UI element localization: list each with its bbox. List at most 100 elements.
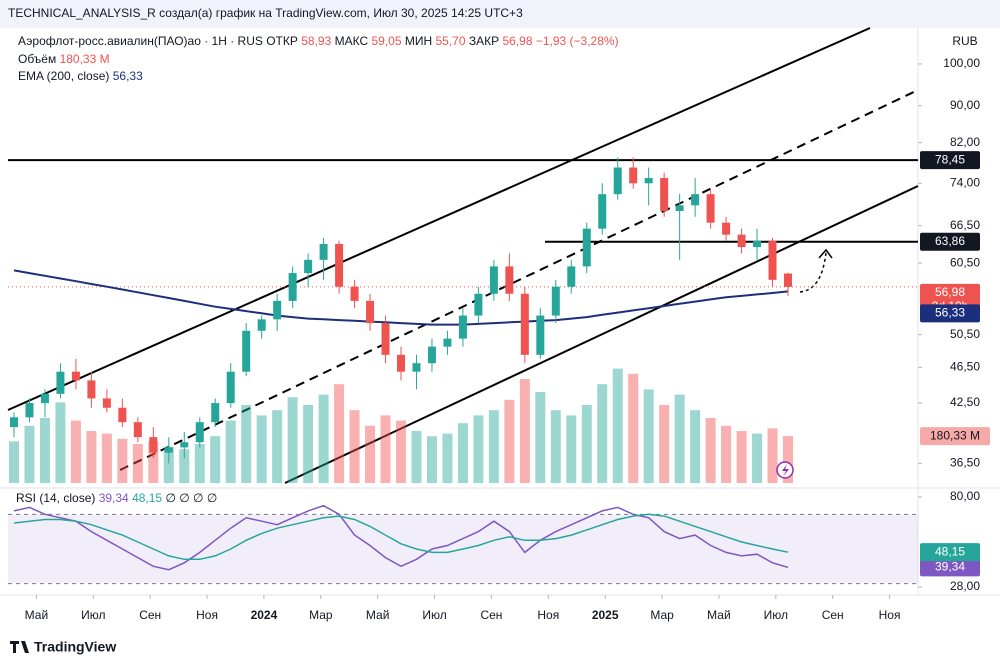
- x-tick-label: Май: [25, 608, 49, 622]
- volume-bar: [117, 438, 128, 483]
- x-tick-label: Мар: [650, 608, 674, 622]
- x-tick-label: Май: [366, 608, 390, 622]
- candle-body: [242, 330, 251, 372]
- x-tick-label: Июл: [81, 608, 105, 622]
- candle-body: [288, 273, 297, 301]
- candle-body: [505, 266, 514, 294]
- volume-bar: [752, 433, 763, 483]
- volume-bar: [334, 384, 345, 483]
- rsi-tag: [920, 558, 980, 577]
- volume-bar: [210, 436, 221, 483]
- candle-body: [567, 266, 576, 287]
- candle-body: [474, 293, 483, 316]
- attribution: TECHNICAL_ANALYSIS_R создал(а) график на…: [8, 6, 523, 20]
- x-tick-label: Сен: [822, 608, 844, 622]
- y-tick-label: 90,00: [950, 98, 980, 112]
- candle-body: [691, 194, 700, 206]
- legend-line: Аэрофлот-росс.авиалин(ПАО)ао · 1H · RUS …: [18, 34, 619, 48]
- candle-body: [56, 371, 65, 394]
- rsi-ma-value: 48,15: [132, 491, 162, 505]
- candle-body: [350, 286, 359, 301]
- candle-body: [25, 403, 34, 418]
- ohlc-value: 56,98: [502, 34, 532, 48]
- volume-bar: [194, 444, 205, 483]
- candle-body: [489, 266, 498, 294]
- candle-body: [87, 380, 96, 399]
- candle-body: [551, 286, 560, 316]
- volume-bar: [411, 431, 422, 483]
- header-bar: [0, 0, 1000, 28]
- y-tick-label: 66,50: [950, 218, 980, 232]
- volume-bar: [24, 425, 35, 483]
- trend-line-dashed: [119, 89, 919, 471]
- volume-bar: [349, 410, 360, 483]
- candle-body: [133, 422, 142, 438]
- candle-body: [319, 243, 328, 260]
- volume-bar: [643, 389, 654, 483]
- candle-body: [180, 442, 189, 448]
- ema-tag: [920, 304, 980, 323]
- candle-body: [102, 398, 111, 408]
- volume-bar: [148, 441, 159, 483]
- candle-body: [412, 363, 421, 372]
- candle-body: [536, 315, 545, 355]
- x-tick-label: Ноя: [537, 608, 559, 622]
- candle-body: [164, 447, 173, 453]
- volume-bar: [55, 402, 66, 483]
- volume-bar: [272, 410, 283, 483]
- candle-body: [753, 240, 762, 248]
- volume-bar: [380, 415, 391, 483]
- brand: TradingView: [34, 639, 116, 655]
- ema-title: EMA (200, close): [18, 69, 109, 83]
- volume-bar: [519, 379, 530, 483]
- forecast-arrow: [799, 251, 827, 293]
- footer: TradingView: [10, 639, 116, 655]
- volume-bar: [767, 428, 778, 483]
- volume-bar: [9, 441, 19, 483]
- rsi-tag-label: 48,15: [935, 544, 965, 558]
- rsi-tag: [920, 543, 980, 562]
- level-tag: [920, 151, 980, 170]
- rsi-y-tick-label: 28,00: [950, 579, 980, 593]
- volume-bar: [179, 449, 190, 483]
- alert-bolt: [782, 464, 789, 477]
- volume-bar: [303, 405, 314, 483]
- trend-line: [284, 185, 919, 484]
- volume-bar: [163, 446, 174, 483]
- candle-body: [644, 177, 653, 184]
- volume-bar: [86, 431, 97, 483]
- candle-body: [397, 354, 405, 372]
- candle-body: [257, 319, 266, 331]
- candle-body: [737, 234, 746, 248]
- forecast-arrow-head: [818, 248, 833, 259]
- candle-body: [195, 422, 204, 443]
- candle-body: [71, 371, 80, 381]
- logo: [10, 641, 29, 653]
- x-tick-label: Июл: [422, 608, 446, 622]
- rsi-tag-label: 39,34: [935, 560, 965, 574]
- volume-bar: [101, 433, 112, 483]
- y-tick-label: 42,50: [950, 395, 980, 409]
- volume-bar: [241, 405, 252, 483]
- volume-bar: [659, 405, 670, 483]
- x-tick-label: Сен: [139, 608, 161, 622]
- volume-bar: [287, 397, 298, 483]
- x-tick-label: Ноя: [196, 608, 218, 622]
- volume-bar: [39, 418, 50, 483]
- candle-body: [211, 403, 220, 423]
- volume-bar: [705, 418, 716, 483]
- candle-body: [582, 228, 591, 267]
- volume-bar: [473, 415, 484, 483]
- candle-body: [366, 300, 375, 324]
- volume-bar: [488, 410, 499, 483]
- ema-label: 56,33: [935, 306, 965, 320]
- candle-body: [427, 346, 436, 364]
- volume-bar: [457, 423, 468, 483]
- level-tag: [920, 232, 980, 251]
- candle-body: [443, 338, 452, 347]
- y-tick-label: 100,00: [943, 56, 980, 70]
- volume-bar: [550, 410, 561, 483]
- x-tick-label: Мар: [309, 608, 333, 622]
- candle-body: [598, 194, 607, 229]
- ohlc-label: ЗАКР: [469, 34, 499, 48]
